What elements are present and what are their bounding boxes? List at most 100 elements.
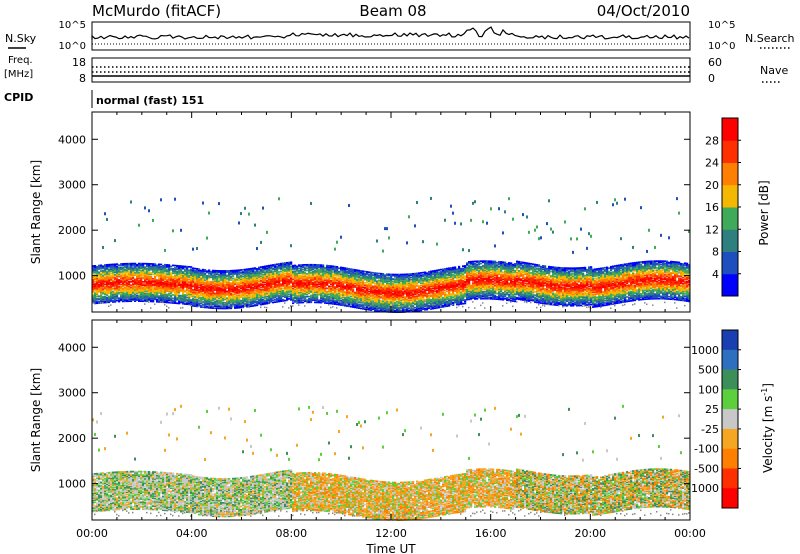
echo-cell bbox=[374, 307, 377, 310]
echo-cell bbox=[304, 274, 307, 276]
echo-cell bbox=[274, 279, 277, 282]
echo-cell bbox=[186, 293, 189, 295]
echo-cell bbox=[300, 292, 303, 295]
echo-cell bbox=[238, 277, 241, 280]
echo-cell bbox=[192, 273, 195, 275]
echo-cell bbox=[268, 290, 271, 293]
echo-cell bbox=[280, 291, 283, 293]
echo-cell bbox=[228, 271, 231, 273]
echo-cell bbox=[266, 295, 269, 298]
echo-cell bbox=[132, 279, 135, 282]
echo-cell bbox=[384, 307, 387, 310]
echo-cell bbox=[290, 294, 293, 297]
echo-cell bbox=[380, 296, 383, 299]
echo-cell bbox=[384, 309, 387, 312]
echo-cell bbox=[106, 277, 109, 280]
echo-cell bbox=[378, 282, 381, 285]
echo-cell bbox=[384, 288, 387, 290]
echo-cell bbox=[330, 290, 333, 292]
echo-cell bbox=[104, 298, 107, 300]
echo-cell bbox=[270, 280, 273, 283]
echo-cell bbox=[334, 294, 337, 296]
echo-cell bbox=[354, 291, 357, 294]
echo-cell bbox=[376, 273, 379, 276]
echo-cell bbox=[130, 293, 133, 296]
echo-cell bbox=[124, 300, 127, 303]
echo-cell bbox=[184, 284, 187, 287]
echo-cell bbox=[112, 284, 115, 286]
echo-cell bbox=[278, 281, 281, 284]
echo-cell bbox=[110, 287, 113, 290]
echo-cell bbox=[152, 290, 155, 293]
echo-cell bbox=[218, 297, 221, 300]
echo-cell bbox=[314, 290, 317, 292]
echo-cell bbox=[352, 282, 355, 285]
echo-cell bbox=[204, 298, 207, 301]
echo-cell bbox=[264, 287, 267, 289]
echo-cell bbox=[244, 268, 247, 271]
echo-cell bbox=[220, 270, 223, 272]
echo-cell bbox=[168, 277, 171, 280]
echo-cell bbox=[390, 290, 393, 293]
echo-cell bbox=[164, 296, 167, 299]
echo-cell bbox=[92, 267, 95, 270]
echo-cell bbox=[142, 295, 145, 298]
echo-cell bbox=[380, 289, 383, 292]
echo-cell bbox=[212, 281, 215, 283]
echo-cell bbox=[288, 266, 291, 268]
echo-cell bbox=[172, 278, 175, 280]
echo-cell bbox=[240, 290, 243, 293]
echo-cell bbox=[346, 267, 349, 270]
echo-cell bbox=[216, 289, 219, 292]
echo-cell bbox=[94, 278, 97, 281]
echo-cell bbox=[194, 297, 197, 299]
echo-cell bbox=[396, 291, 399, 294]
echo-cell bbox=[324, 272, 327, 275]
echo-cell bbox=[102, 277, 105, 280]
echo-cell bbox=[318, 280, 321, 282]
echo-cell bbox=[284, 290, 287, 293]
echo-cell bbox=[392, 305, 395, 308]
echo-cell bbox=[124, 292, 127, 295]
echo-cell bbox=[190, 304, 192, 307]
echo-cell bbox=[120, 298, 123, 301]
echo-cell bbox=[304, 286, 307, 289]
echo-cell bbox=[324, 299, 327, 302]
echo-cell bbox=[374, 276, 377, 279]
echo-cell bbox=[176, 299, 179, 301]
echo-cell bbox=[328, 287, 331, 290]
echo-cell bbox=[386, 304, 389, 306]
echo-cell bbox=[114, 282, 117, 285]
echo-cell bbox=[256, 279, 259, 282]
echo-cell bbox=[190, 269, 193, 272]
echo-cell bbox=[140, 272, 143, 275]
echo-cell bbox=[320, 306, 322, 308]
echo-cell bbox=[106, 270, 109, 273]
echo-cell bbox=[324, 283, 327, 286]
echo-cell bbox=[376, 300, 379, 303]
echo-cell bbox=[332, 300, 335, 303]
echo-cell bbox=[322, 279, 325, 281]
echo-cell bbox=[216, 307, 219, 310]
echo-cell bbox=[210, 294, 213, 297]
echo-cell bbox=[286, 266, 289, 269]
echo-cell bbox=[266, 230, 268, 234]
echo-cell bbox=[114, 292, 117, 295]
echo-cell bbox=[116, 289, 119, 292]
echo-cell bbox=[390, 279, 393, 282]
echo-cell bbox=[198, 270, 201, 273]
echo-cell bbox=[186, 280, 189, 283]
echo-cell bbox=[128, 266, 131, 268]
echo-cell bbox=[186, 299, 189, 302]
echo-cell bbox=[310, 201, 312, 205]
echo-cell bbox=[286, 273, 289, 276]
echo-cell bbox=[218, 275, 221, 278]
echo-cell bbox=[290, 280, 293, 283]
echo-cell bbox=[302, 278, 305, 281]
echo-cell bbox=[284, 292, 287, 295]
echo-cell bbox=[148, 294, 151, 297]
echo-cell bbox=[398, 277, 401, 279]
echo-cell bbox=[362, 295, 365, 298]
echo-cell bbox=[372, 274, 375, 276]
echo-cell bbox=[100, 272, 103, 275]
